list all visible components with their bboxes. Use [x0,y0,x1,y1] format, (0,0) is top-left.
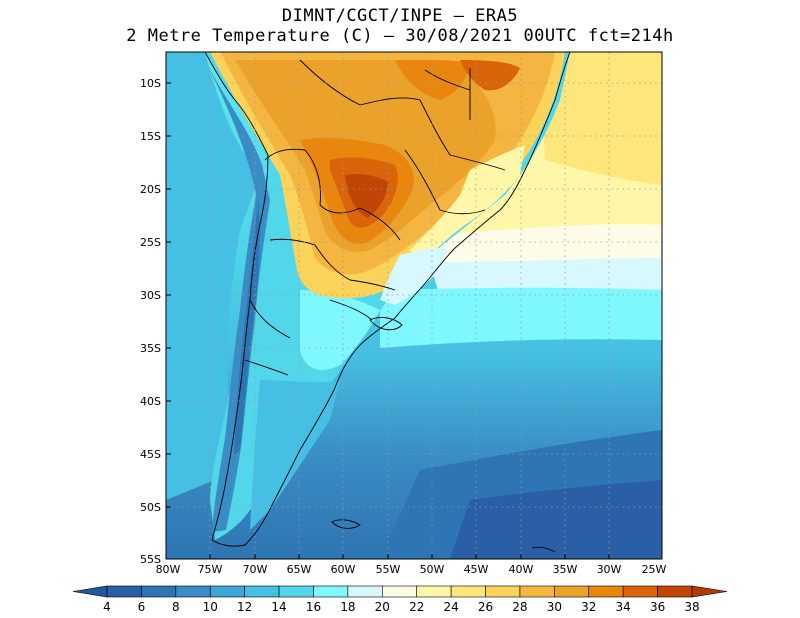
colorbar-label: 14 [271,600,286,614]
colorbar-label: 12 [237,600,252,614]
colorbar-segment [622,585,658,598]
colorbar-segment [244,585,280,598]
lat-label: 20S [140,183,161,196]
colorbar-label: 10 [203,600,218,614]
graticule [166,52,662,559]
colorbar-label: 6 [138,600,146,614]
lon-label: 65W [287,563,312,576]
lat-label: 25S [140,236,161,249]
colorbar-segment [381,585,418,598]
lon-label: 50W [420,563,445,576]
pampas [300,290,380,370]
colorbar-label: 18 [340,600,355,614]
lon-label: 60W [331,563,356,576]
colorbar-under-arrow [72,585,108,598]
south-georgia [531,546,556,553]
colorbar-segment [519,585,555,598]
colorbar-label: 20 [375,600,390,614]
ocean-16-band [380,287,662,348]
warm-ocean-ne-2 [540,52,662,185]
colorbar-segment [554,585,590,598]
colorbar-segment [485,585,521,598]
colorbar-segment [313,585,349,598]
lon-label: 30W [597,563,622,576]
se-brazil-coast [410,145,525,265]
colorbar-segment [450,585,486,598]
lat-label: 30S [140,289,161,302]
lon-label: 40W [509,563,534,576]
longitude-labels: 80W 75W 70W 65W 60W 55W 50W 45W 40W 35W … [156,563,667,576]
coastline [204,52,571,547]
andes-cold [205,60,270,532]
colorbar: 4 6 8 10 12 14 16 18 20 22 24 26 28 30 32 34 36 38 [72,585,728,614]
lat-label: 10S [140,77,161,90]
lat-label: 40S [140,395,161,408]
coastlines [204,52,571,553]
axis-ticks [166,82,610,559]
map-field [166,52,662,559]
falklands [331,519,361,529]
lon-label: 25W [642,563,667,576]
rio-de-la-plata [369,317,403,331]
colorbar-segment [347,585,383,598]
map-frame [165,51,663,560]
lon-label: 70W [243,563,268,576]
lon-label: 55W [376,563,401,576]
colorbar-segment [278,585,314,598]
colorbar-label: 38 [684,600,699,614]
lon-label: 80W [156,563,181,576]
hot-band-36 [345,173,388,218]
cold-ocean-se-2 [450,480,662,559]
colorbar-label: 34 [616,600,631,614]
lat-label: 55S [140,553,161,566]
hot-north-2 [460,60,520,91]
colorbar-label: 16 [306,600,321,614]
latitude-labels: 10S 15S 20S 25S 30S 35S 40S 45S 50S 55S [140,77,161,566]
pacific-coastal [166,52,260,500]
lon-label: 75W [198,563,223,576]
country-borders [244,59,506,376]
colorbar-label: 30 [547,600,562,614]
lat-label: 50S [140,501,161,514]
colorbar-segment [209,585,245,598]
lon-label: 45W [464,563,489,576]
lon-label: 35W [553,563,578,576]
patagonia [250,380,340,530]
colorbar-label: 22 [409,600,424,614]
colorbar-segment [588,585,624,598]
colorbar-label: 28 [512,600,527,614]
colorbar-label: 32 [581,600,596,614]
lat-label: 35S [140,342,161,355]
colorbar-segment [106,585,142,598]
lat-label: 15S [140,130,161,143]
colorbar-label: 26 [478,600,493,614]
map-title-line2: 2 Metre Temperature (C) – 30/08/2021 00U… [126,26,674,46]
colorbar-label: 4 [103,600,111,614]
colorbar-over-arrow [691,585,728,598]
map-title-line1: DIMNT/CGCT/INPE – ERA5 [281,6,519,26]
south-brazil-coast [380,247,448,305]
colorbar-label: 24 [443,600,458,614]
lat-label: 45S [140,448,161,461]
colorbar-segment [416,585,452,598]
colorbar-segment [657,585,693,598]
colorbar-label: 8 [172,600,180,614]
colorbar-segment [175,585,211,598]
colorbar-segment [141,585,177,598]
hot-north [395,60,470,100]
colorbar-label: 36 [650,600,665,614]
